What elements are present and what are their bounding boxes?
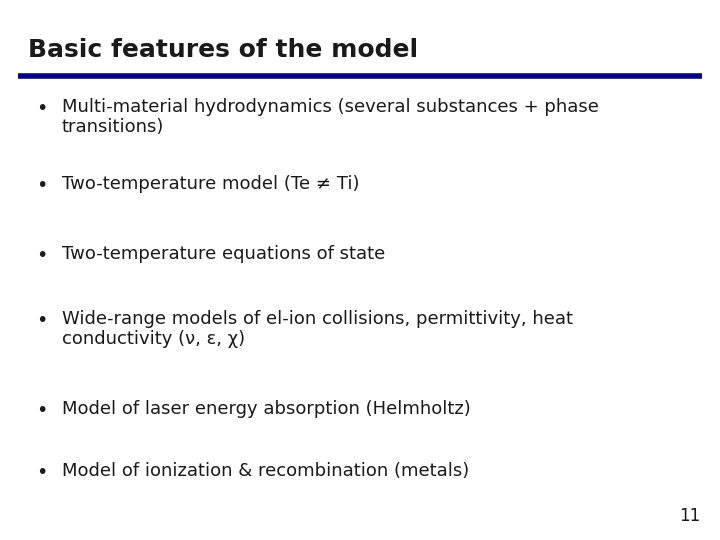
Text: •: • <box>36 311 48 330</box>
Text: •: • <box>36 176 48 195</box>
Text: Model of ionization & recombination (metals): Model of ionization & recombination (met… <box>62 462 469 480</box>
Text: conductivity (ν, ε, χ): conductivity (ν, ε, χ) <box>62 330 245 348</box>
Text: Two-temperature equations of state: Two-temperature equations of state <box>62 245 385 263</box>
Text: Model of laser energy absorption (Helmholtz): Model of laser energy absorption (Helmho… <box>62 400 471 418</box>
Text: •: • <box>36 246 48 265</box>
Text: •: • <box>36 401 48 420</box>
Text: •: • <box>36 99 48 118</box>
Text: Basic features of the model: Basic features of the model <box>28 38 418 62</box>
Text: transitions): transitions) <box>62 118 164 136</box>
Text: Wide-range models of el-ion collisions, permittivity, heat: Wide-range models of el-ion collisions, … <box>62 310 573 328</box>
Text: •: • <box>36 463 48 482</box>
Text: 11: 11 <box>679 507 700 525</box>
Text: Two-temperature model (Te ≠ Ti): Two-temperature model (Te ≠ Ti) <box>62 175 359 193</box>
Text: Multi-material hydrodynamics (several substances + phase: Multi-material hydrodynamics (several su… <box>62 98 599 116</box>
